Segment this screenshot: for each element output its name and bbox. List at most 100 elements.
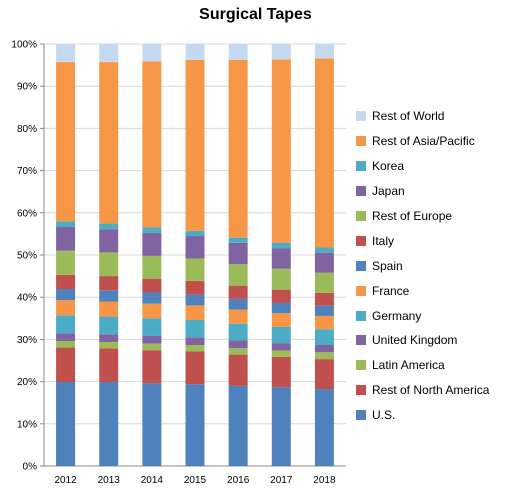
bar-segment-italy bbox=[185, 280, 205, 295]
bar-segment-germany bbox=[228, 323, 248, 341]
bar-segment-france bbox=[271, 313, 291, 327]
bar-segment-italy bbox=[56, 274, 76, 290]
bar-segment-u-s bbox=[185, 384, 205, 466]
bar-segment-rest-of-north-america bbox=[99, 348, 119, 383]
y-tick-label: 0% bbox=[23, 462, 38, 473]
legend-swatch bbox=[356, 161, 366, 172]
bar-segment-spain bbox=[99, 290, 119, 302]
legend-label: United Kingdom bbox=[372, 333, 458, 348]
legend-item: Japan bbox=[356, 179, 489, 204]
bar-segment-japan bbox=[56, 227, 76, 251]
bar-segment-u-s bbox=[314, 389, 334, 466]
bar-segment-latin-america bbox=[56, 341, 76, 348]
legend-label: Rest of Europe bbox=[372, 209, 453, 223]
bar-segment-korea bbox=[185, 230, 205, 237]
y-tick-label: 70% bbox=[17, 166, 37, 177]
legend-label: Spain bbox=[372, 258, 403, 273]
y-tick-label: 20% bbox=[17, 377, 37, 388]
y-axis-tick-labels: 0% 10% 20% 30% 40% 50% 60% 70% 80% 90% 100% bbox=[11, 40, 37, 473]
legend-swatch bbox=[356, 285, 366, 296]
bar-segment-germany bbox=[185, 320, 205, 338]
legend-item: Spain bbox=[356, 253, 489, 278]
y-tick-label: 100% bbox=[11, 40, 37, 51]
x-tick-label: 2015 bbox=[184, 475, 207, 486]
bar-segment-rest-of-north-america bbox=[56, 347, 76, 383]
legend-item: France bbox=[356, 278, 489, 303]
bar-segment-italy bbox=[99, 276, 119, 291]
bar-segment-rest-of-europe bbox=[56, 250, 76, 275]
bar-segment-rest-of-asia-pacific bbox=[185, 59, 205, 231]
legend-item: Rest of North America bbox=[356, 378, 489, 403]
bar-segment-italy bbox=[314, 292, 334, 306]
bar-segment-latin-america bbox=[228, 348, 248, 355]
bar-segment-france bbox=[185, 305, 205, 321]
bar-segment-spain bbox=[185, 294, 205, 306]
bar-segment-italy bbox=[271, 289, 291, 303]
legend-swatch bbox=[356, 385, 366, 396]
legend-swatch bbox=[356, 410, 366, 421]
bar-segment-rest-of-north-america bbox=[314, 359, 334, 390]
bar-segment-latin-america bbox=[142, 343, 162, 351]
bar-segment-rest-of-asia-pacific bbox=[142, 61, 162, 228]
bar-segment-rest-of-europe bbox=[142, 255, 162, 279]
legend-label: Rest of Asia/Pacific bbox=[372, 134, 475, 149]
bar-segment-latin-america bbox=[271, 350, 291, 357]
bar-segment-rest-of-europe bbox=[271, 268, 291, 290]
bar-segment-rest-of-world bbox=[271, 44, 291, 60]
legend-label: Germany bbox=[372, 308, 422, 323]
bar-segment-rest-of-north-america bbox=[228, 354, 248, 386]
y-tick-label: 50% bbox=[17, 251, 37, 262]
bar-segment-u-s bbox=[56, 382, 76, 466]
bar-segment-rest-of-north-america bbox=[185, 351, 205, 385]
x-tick-label: 2018 bbox=[313, 475, 336, 486]
bar-segment-rest-of-world bbox=[56, 44, 76, 63]
bar-segment-united-kingdom bbox=[314, 345, 334, 353]
bar-segment-rest-of-europe bbox=[228, 264, 248, 286]
bar-segment-latin-america bbox=[185, 344, 205, 352]
bar-segment-united-kingdom bbox=[142, 335, 162, 344]
bar-segment-latin-america bbox=[314, 352, 334, 360]
bar-segment-united-kingdom bbox=[228, 340, 248, 349]
bar-segment-rest-of-world bbox=[142, 44, 162, 62]
y-tick-label: 10% bbox=[17, 419, 37, 430]
y-tick-label: 30% bbox=[17, 335, 37, 346]
bar-segment-japan bbox=[271, 248, 291, 269]
bar-segment-korea bbox=[314, 247, 334, 253]
legend-item: Germany bbox=[356, 303, 489, 328]
bar-segment-rest-of-asia-pacific bbox=[99, 62, 119, 224]
legend-item: Rest of Asia/Pacific bbox=[356, 129, 489, 154]
bar-segment-korea bbox=[142, 227, 162, 234]
bar-segment-japan bbox=[228, 242, 248, 265]
bar-segment-germany bbox=[142, 318, 162, 336]
bar-segment-japan bbox=[185, 236, 205, 259]
bar-segment-u-s bbox=[99, 382, 119, 466]
bar-segment-u-s bbox=[271, 387, 291, 466]
x-tick-label: 2012 bbox=[54, 475, 77, 486]
legend-label: U.S. bbox=[372, 408, 396, 423]
y-tick-label: 90% bbox=[17, 82, 37, 93]
bar-segment-japan bbox=[314, 252, 334, 273]
bar-segment-spain bbox=[271, 302, 291, 314]
bar-segment-rest-of-europe bbox=[185, 258, 205, 281]
x-tick-label: 2016 bbox=[227, 475, 250, 486]
bar-segment-korea bbox=[56, 221, 76, 228]
legend-item: Italy bbox=[356, 228, 489, 253]
bar-segment-france bbox=[142, 303, 162, 319]
bar-segment-rest-of-world bbox=[99, 44, 119, 63]
legend-item: U.S. bbox=[356, 403, 489, 428]
bar-segment-united-kingdom bbox=[185, 337, 205, 345]
legend-label: Rest of World bbox=[372, 109, 445, 124]
y-tick-label: 40% bbox=[17, 293, 37, 304]
bar-segment-korea bbox=[228, 237, 248, 243]
legend-swatch bbox=[356, 186, 366, 197]
bar-segment-germany bbox=[56, 315, 76, 334]
chart-title: Surgical Tapes bbox=[199, 6, 312, 23]
legend-swatch bbox=[356, 360, 366, 371]
legend-swatch bbox=[356, 260, 366, 271]
legend-label: Rest of North America bbox=[372, 383, 490, 398]
bar-segment-italy bbox=[228, 285, 248, 299]
legend-swatch bbox=[356, 335, 366, 346]
legend-label: Italy bbox=[372, 233, 395, 248]
bar-segment-rest-of-north-america bbox=[142, 350, 162, 384]
bar-segment-united-kingdom bbox=[271, 343, 291, 351]
